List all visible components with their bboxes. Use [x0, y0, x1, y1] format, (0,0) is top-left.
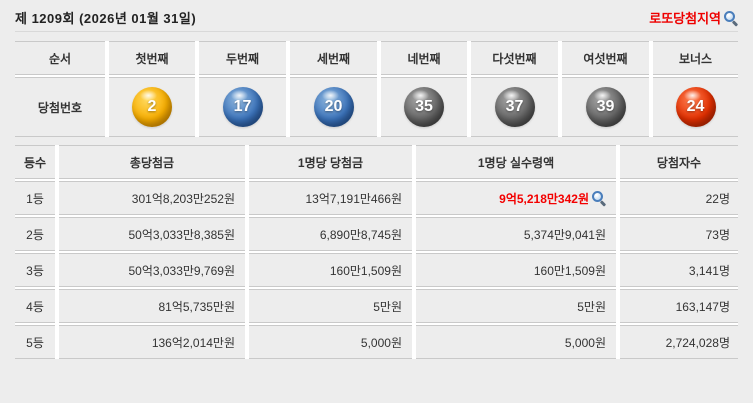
per-winner-cell: 5,000원	[249, 325, 412, 359]
ball-cell: 37	[471, 77, 558, 137]
lotto-ball-1: 2	[132, 87, 172, 127]
winning-numbers-label: 당첨번호	[15, 77, 105, 137]
lotto-result-page: 제 1209회 (2026년 01월 31일) 로또당첨지역 순서 첫번째 두번…	[0, 0, 753, 359]
winning-numbers-table: 순서 첫번째 두번째 세번째 네번째 다섯번째 여섯번째 보너스 당첨번호 2 …	[15, 41, 738, 137]
numbers-header-third: 세번째	[290, 41, 377, 75]
numbers-header-sixth: 여섯번째	[562, 41, 649, 75]
magnifier-icon[interactable]	[724, 10, 738, 25]
prize-table: 등수 총당첨금 1명당 당첨금 1명당 실수령액 당첨자수 1등 301억8,2…	[15, 145, 738, 359]
total-prize-cell: 301억8,203만252원	[59, 181, 245, 215]
numbers-header-second: 두번째	[199, 41, 286, 75]
winners-cell: 163,147명	[620, 289, 738, 323]
numbers-header-first: 첫번째	[109, 41, 195, 75]
net-amount-cell: 160만1,509원	[416, 253, 616, 287]
numbers-header-fifth: 다섯번째	[471, 41, 558, 75]
ball-cell: 17	[199, 77, 286, 137]
lotto-ball-5: 37	[494, 87, 535, 127]
title-bar: 제 1209회 (2026년 01월 31일) 로또당첨지역	[15, 8, 738, 32]
rank-cell: 4등	[15, 289, 55, 323]
winners-cell: 2,724,028명	[620, 325, 738, 359]
net-amount-highlight: 9억5,218만342원	[499, 191, 589, 206]
prize-header-net: 1명당 실수령액	[416, 145, 616, 179]
per-winner-cell: 5만원	[249, 289, 412, 323]
total-prize-cell: 136억2,014만원	[59, 325, 245, 359]
magnifier-lens	[592, 191, 603, 202]
ball-cell: 39	[562, 77, 649, 137]
prize-header-winners: 당첨자수	[620, 145, 738, 179]
total-prize-cell: 81억5,735만원	[59, 289, 245, 323]
winners-cell: 73명	[620, 217, 738, 251]
per-winner-cell: 160만1,509원	[249, 253, 412, 287]
rank-cell: 5등	[15, 325, 55, 359]
net-amount-cell: 9억5,218만342원	[416, 181, 616, 215]
ball-cell: 20	[290, 77, 377, 137]
page-title: 제 1209회 (2026년 01월 31일)	[15, 11, 197, 26]
rank-cell: 1등	[15, 181, 55, 215]
ball-cell: 35	[381, 77, 467, 137]
rank-cell: 3등	[15, 253, 55, 287]
total-prize-cell: 50억3,033만9,769원	[59, 253, 245, 287]
winners-cell: 22명	[620, 181, 738, 215]
net-amount-cell: 5,374만9,041원	[416, 217, 616, 251]
magnifier-lens	[724, 10, 735, 22]
numbers-header-bonus: 보너스	[653, 41, 738, 75]
total-prize-cell: 50억3,033만8,385원	[59, 217, 245, 251]
lotto-ball-2: 17	[222, 87, 263, 127]
winners-cell: 3,141명	[620, 253, 738, 287]
lotto-ball-6: 39	[585, 87, 626, 127]
ball-cell: 2	[109, 77, 195, 137]
ball-cell: 24	[653, 77, 738, 137]
lotto-region-link[interactable]: 로또당첨지역	[649, 8, 738, 27]
prize-header-rank: 등수	[15, 145, 55, 179]
bonus-ball: 24	[675, 87, 716, 127]
lotto-ball-3: 20	[313, 87, 354, 127]
rank-cell: 2등	[15, 217, 55, 251]
prize-header-total: 총당첨금	[59, 145, 245, 179]
prize-header-per-winner: 1명당 당첨금	[249, 145, 412, 179]
net-amount-cell: 5만원	[416, 289, 616, 323]
per-winner-cell: 13억7,191만466원	[249, 181, 412, 215]
numbers-header-order: 순서	[15, 41, 105, 75]
magnifier-icon[interactable]	[592, 191, 606, 205]
net-amount-cell: 5,000원	[416, 325, 616, 359]
per-winner-cell: 6,890만8,745원	[249, 217, 412, 251]
lotto-ball-4: 35	[404, 87, 444, 127]
lotto-region-link-label: 로또당첨지역	[649, 11, 721, 26]
numbers-header-fourth: 네번째	[381, 41, 467, 75]
